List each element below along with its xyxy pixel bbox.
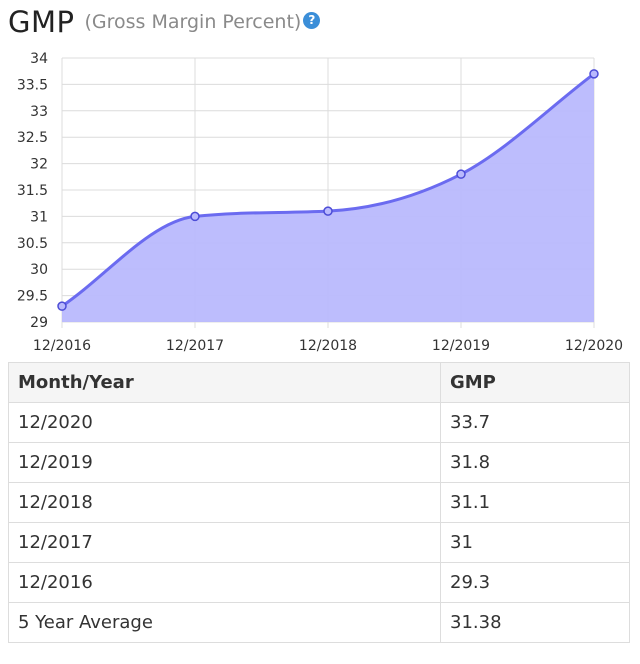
- x-axis-labels: 12/2016 12/2017 12/2018 12/2019 12/2020: [33, 338, 623, 354]
- table-cell-period: 12/2018: [8, 482, 441, 523]
- y-tick-label: 30.5: [17, 236, 48, 252]
- data-point[interactable]: [57, 301, 67, 311]
- help-icon[interactable]: ?: [303, 11, 321, 29]
- data-point[interactable]: [323, 206, 333, 216]
- table-row: 12/2018 31.1: [8, 482, 630, 523]
- y-tick-label: 31.5: [17, 183, 48, 199]
- table-header-row: Month/Year GMP: [8, 362, 630, 403]
- table-cell-period: 12/2016: [8, 562, 441, 603]
- data-point[interactable]: [456, 169, 466, 179]
- column-header-gmp: GMP: [440, 362, 630, 403]
- table-cell-period: 12/2017: [8, 522, 441, 563]
- table-row: 12/2020 33.7: [8, 402, 630, 443]
- x-tick-label: 12/2020: [565, 338, 623, 354]
- y-axis-labels: 29 29.5 30 30.5 31 31.5 32 32.5 33 33.5 34: [17, 51, 48, 331]
- y-tick-label: 33: [30, 104, 48, 120]
- x-tick-label: 12/2019: [432, 338, 490, 354]
- x-tick-label: 12/2018: [299, 338, 357, 354]
- x-tick-label: 12/2016: [33, 338, 91, 354]
- table-cell-period: 12/2020: [8, 402, 441, 443]
- x-tick-label: 12/2017: [166, 338, 224, 354]
- table-cell-value: 31.8: [440, 442, 630, 483]
- table-row: 12/2016 29.3: [8, 562, 630, 603]
- gmp-area-chart: 29 29.5 30 30.5 31 31.5 32 32.5 33 33.5 34 12/2016…: [17, 51, 623, 354]
- y-tick-label: 29.5: [17, 289, 48, 305]
- y-tick-label: 32: [30, 157, 48, 173]
- gmp-table: Month/Year GMP 12/2020 33.7 12/2019 31.8…: [8, 362, 630, 643]
- y-tick-label: 33.5: [17, 77, 48, 93]
- page-title: GMP: [8, 5, 75, 39]
- y-tick-label: 34: [30, 51, 48, 67]
- table-cell-value: 31.38: [440, 602, 630, 643]
- table-cell-value: 29.3: [440, 562, 630, 603]
- y-tick-label: 32.5: [17, 130, 48, 146]
- table-row-average: 5 Year Average 31.38: [8, 602, 630, 643]
- column-header-month-year: Month/Year: [8, 362, 441, 403]
- data-points: [57, 69, 599, 311]
- page-subtitle: (Gross Margin Percent): [84, 11, 302, 33]
- table-cell-value: 33.7: [440, 402, 630, 443]
- table-row: 12/2017 31: [8, 522, 630, 563]
- area-fill: [62, 73, 594, 322]
- table-cell-value: 31.1: [440, 482, 630, 523]
- table-row: 12/2019 31.8: [8, 442, 630, 483]
- data-point[interactable]: [190, 211, 200, 222]
- table-cell-period: 12/2019: [8, 442, 441, 483]
- chart-header: GMP (Gross Margin Percent) ?: [8, 2, 321, 42]
- y-tick-label: 30: [30, 262, 48, 278]
- table-cell-period: 5 Year Average: [8, 602, 441, 643]
- table-cell-value: 31: [440, 522, 630, 563]
- data-point[interactable]: [589, 69, 599, 79]
- y-tick-label: 31: [30, 209, 48, 225]
- y-tick-label: 29: [30, 315, 48, 331]
